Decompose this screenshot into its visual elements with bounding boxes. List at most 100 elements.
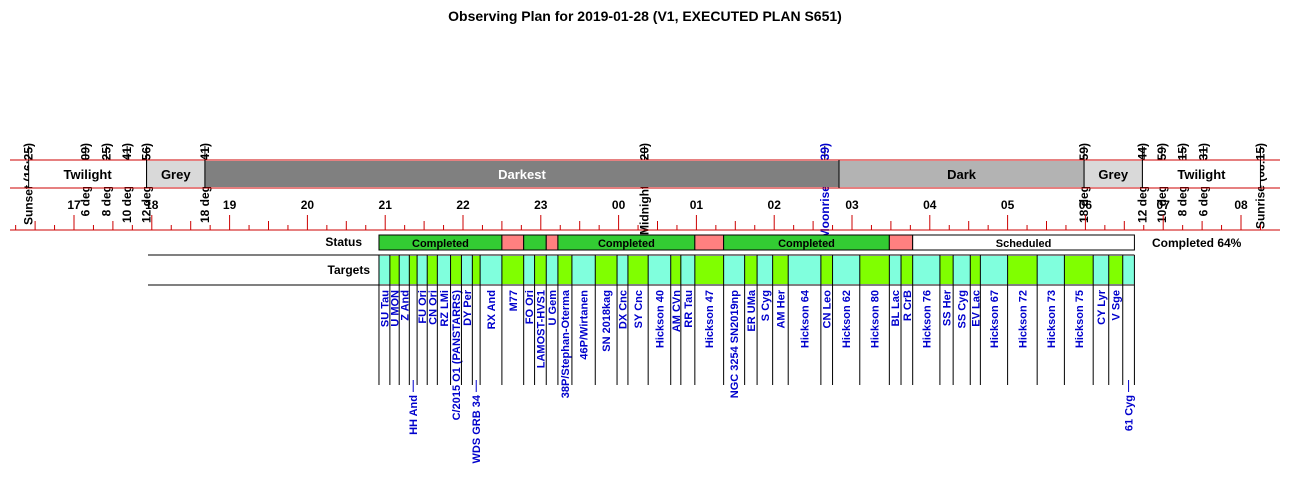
- target-label: RR Tau: [683, 290, 695, 328]
- target-block: [670, 256, 681, 284]
- time-axis: 17 18 19 20 21 22 23 00 01 02 03 04 05 06 07 08: [10, 198, 1280, 231]
- event-label: Moonrise (02:39): [818, 143, 832, 238]
- target-label: CN Leo: [822, 290, 834, 329]
- status-segment-label: Completed: [778, 238, 835, 250]
- target-label: Hickson 40: [654, 290, 666, 348]
- target-label: DX Cnc: [617, 290, 629, 329]
- plan-title: Observing Plan for 2019-01-28 (V1, EXECU…: [448, 8, 842, 24]
- hour-label: 08: [1234, 198, 1248, 212]
- phase-label: Grey: [161, 167, 191, 182]
- status-row: Status Completed 64% Completed Completed C…: [325, 234, 1242, 251]
- target-label: HH And: [408, 395, 420, 435]
- target-label: RZ LMi: [439, 290, 451, 327]
- target-label: WDS GRB 34: [471, 394, 483, 463]
- target-block: [694, 256, 724, 284]
- hour-label: 18: [145, 198, 159, 212]
- target-label: CY Lyr: [1096, 289, 1108, 325]
- target-label: M77: [508, 290, 520, 311]
- target-block: [772, 256, 789, 284]
- target-block: [1108, 256, 1123, 284]
- target-label: CN Ori: [427, 290, 439, 325]
- target-label: V Sge: [1111, 290, 1123, 321]
- phase-grey: [146, 161, 205, 187]
- target-block: [472, 256, 481, 284]
- hour-label: 06: [1079, 198, 1093, 212]
- target-label: 61 Cyg: [1124, 395, 1136, 431]
- target-block: [832, 256, 860, 284]
- phase-label: Twilight: [64, 167, 113, 182]
- target-label: Hickson 73: [1046, 290, 1058, 348]
- hour-label: 02: [768, 198, 782, 212]
- target-label: U MON: [390, 290, 402, 327]
- target-label: Hickson 67: [989, 290, 1001, 348]
- status-segment-label: Completed: [598, 238, 655, 250]
- target-block: [595, 256, 618, 284]
- hour-label: 20: [301, 198, 315, 212]
- phase-twilight: [28, 161, 147, 187]
- target-block: [461, 256, 473, 284]
- target-label: FO Ori: [524, 290, 536, 324]
- target-label: Hickson 47: [704, 290, 716, 348]
- target-block: [378, 256, 390, 284]
- hour-label: 03: [845, 198, 859, 212]
- target-block: [450, 256, 462, 284]
- status-segment-failed: [501, 234, 525, 251]
- target-block: [501, 256, 524, 284]
- target-block: [1093, 256, 1109, 284]
- target-block: [417, 256, 428, 284]
- targets-row-label: Targets: [328, 263, 371, 277]
- target-label: LAMOST-HVS1: [535, 290, 547, 368]
- target-block: [534, 256, 547, 284]
- hour-label: 19: [223, 198, 237, 212]
- target-label: Hickson 64: [800, 289, 812, 348]
- hour-label: 23: [534, 198, 548, 212]
- target-label: BL Lac: [890, 290, 902, 326]
- target-block: [788, 256, 821, 284]
- target-block: [820, 256, 833, 284]
- target-label: SS Her: [942, 289, 954, 326]
- target-block: [648, 256, 671, 284]
- target-label: C/2015 O1 (PANSTARRS): [451, 290, 463, 421]
- status-segment-label: Scheduled: [996, 238, 1052, 250]
- target-label: Hickson 75: [1074, 290, 1086, 348]
- target-label: R CrB: [902, 290, 914, 321]
- target-block: [480, 256, 502, 284]
- target-block: [523, 256, 535, 284]
- target-block: [970, 256, 981, 284]
- target-block: [980, 256, 1008, 284]
- hour-label: 05: [1001, 198, 1015, 212]
- status-row-label: Status: [325, 235, 362, 249]
- target-block: [389, 256, 400, 284]
- target-block: [627, 256, 649, 284]
- status-segment-label: Completed: [412, 238, 469, 250]
- status-segment-failed: [694, 234, 725, 251]
- target-label: Hickson 80: [870, 290, 882, 348]
- target-label: AM CVn: [671, 290, 683, 332]
- target-label: Z And: [399, 290, 411, 321]
- target-label: FU Ori: [417, 290, 429, 324]
- target-label: SY Cnc: [633, 290, 645, 328]
- phase-grey: [1084, 161, 1143, 187]
- target-block: [859, 256, 890, 284]
- hour-label: 04: [923, 198, 937, 212]
- phase-twilight: [1142, 161, 1261, 187]
- target-label: Hickson 76: [921, 290, 933, 348]
- target-block: [744, 256, 758, 284]
- sky-phase-band: Twilight Grey Darkest Dark Grey Twilight: [10, 159, 1280, 189]
- completion-summary: Completed 64%: [1152, 236, 1242, 250]
- status-segment-failed: [888, 234, 914, 251]
- target-block: [1064, 256, 1094, 284]
- target-block: [617, 256, 628, 284]
- target-label: S Cyg: [760, 290, 772, 321]
- target-block: [723, 256, 745, 284]
- phase-label: Twilight: [1177, 167, 1226, 182]
- hour-label: 07: [1157, 198, 1171, 212]
- target-block: [409, 256, 418, 284]
- target-block: [399, 256, 410, 284]
- target-block: [901, 256, 913, 284]
- target-label: Hickson 72: [1017, 290, 1029, 348]
- target-label: Hickson 62: [841, 290, 853, 348]
